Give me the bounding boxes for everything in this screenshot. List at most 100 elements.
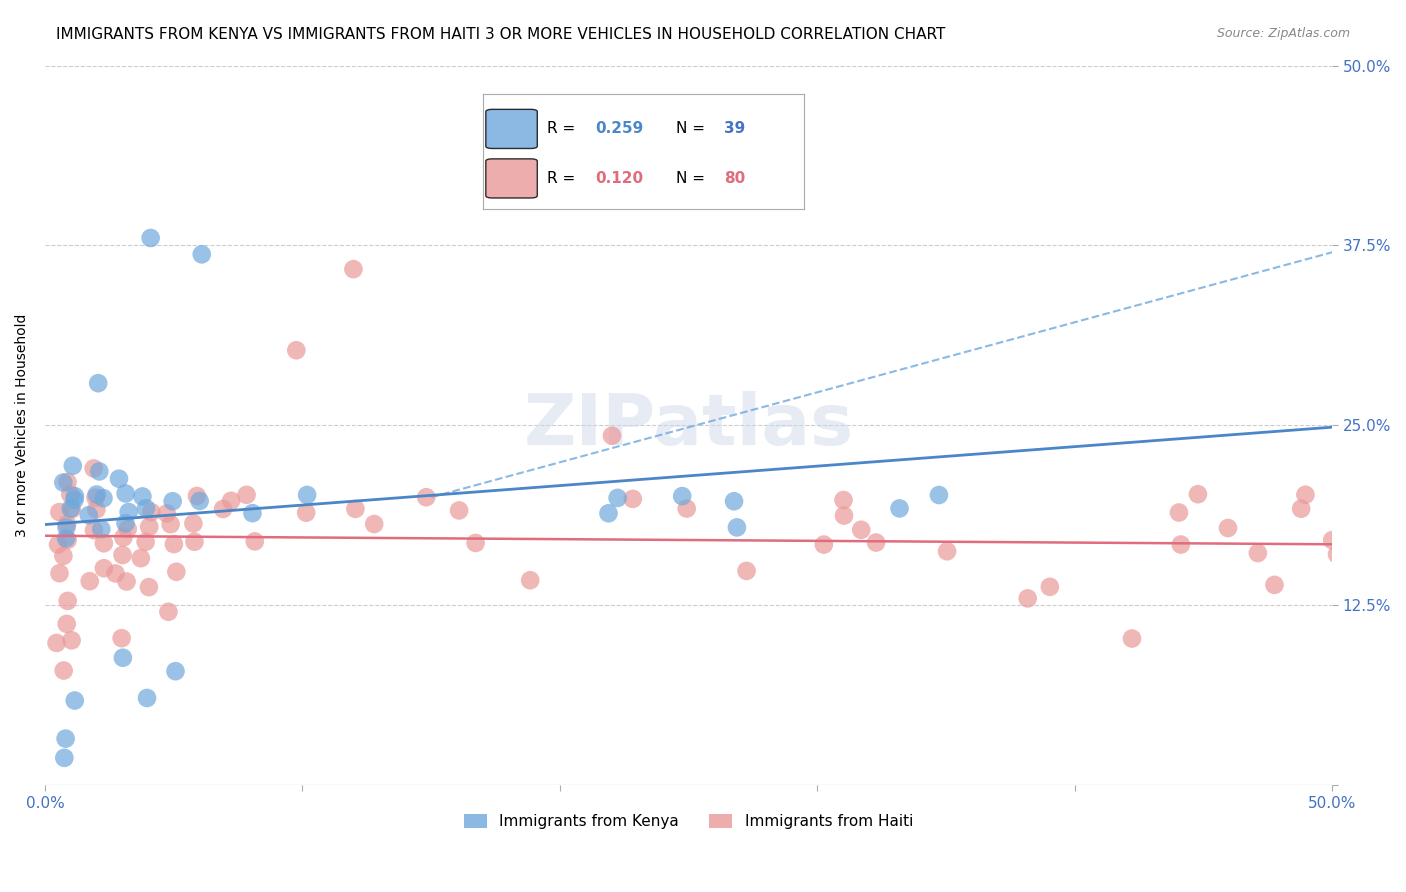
Point — [86, 502, 108, 516]
Point — [832, 493, 855, 508]
Point — [1399, 576, 1406, 591]
Text: IMMIGRANTS FROM KENYA VS IMMIGRANTS FROM HAITI 3 OR MORE VEHICLES IN HOUSEHOLD C: IMMIGRANTS FROM KENYA VS IMMIGRANTS FROM… — [56, 27, 946, 42]
Point — [675, 501, 697, 516]
Point — [464, 536, 486, 550]
Point — [723, 494, 745, 508]
Point — [111, 650, 134, 665]
Y-axis label: 3 or more Vehicles in Household: 3 or more Vehicles in Household — [15, 314, 30, 537]
Point — [212, 502, 235, 516]
Point — [671, 489, 693, 503]
Point — [285, 343, 308, 358]
Point — [93, 491, 115, 506]
Point — [111, 548, 134, 562]
Point — [865, 535, 887, 549]
Point — [1322, 533, 1344, 548]
Point — [63, 489, 86, 503]
Point — [108, 472, 131, 486]
Point — [157, 605, 180, 619]
Point — [56, 475, 79, 489]
Point — [183, 516, 205, 531]
Point — [62, 458, 84, 473]
Point — [1187, 487, 1209, 501]
Point — [1326, 547, 1348, 561]
Point — [63, 492, 86, 507]
Point — [1374, 591, 1396, 606]
Point — [725, 520, 748, 534]
Point — [55, 616, 77, 631]
Point — [813, 537, 835, 551]
Point — [48, 505, 70, 519]
Point — [60, 502, 83, 516]
Point — [77, 508, 100, 523]
Point — [93, 561, 115, 575]
Point — [1247, 546, 1270, 560]
Point — [162, 494, 184, 508]
Point — [59, 501, 82, 516]
Point — [55, 531, 77, 545]
Point — [89, 464, 111, 478]
Point — [242, 506, 264, 520]
Point — [190, 247, 212, 261]
Point — [519, 573, 541, 587]
Point — [59, 487, 82, 501]
Point — [79, 574, 101, 589]
Point — [1351, 563, 1374, 577]
Point — [87, 376, 110, 391]
Point — [928, 488, 950, 502]
Text: ZIPatlas: ZIPatlas — [523, 391, 853, 460]
Point — [851, 523, 873, 537]
Point — [243, 534, 266, 549]
Point — [55, 520, 77, 534]
Point — [56, 594, 79, 608]
Point — [1167, 506, 1189, 520]
Point — [344, 501, 367, 516]
Point — [735, 564, 758, 578]
Point — [84, 491, 107, 505]
Point — [600, 428, 623, 442]
Point — [295, 506, 318, 520]
Point — [606, 491, 628, 505]
Point — [1294, 488, 1316, 502]
Point — [889, 501, 911, 516]
Point — [90, 522, 112, 536]
Point — [141, 505, 163, 519]
Point — [1263, 578, 1285, 592]
Point — [52, 664, 75, 678]
Point — [55, 731, 77, 746]
Point — [48, 566, 70, 581]
Point — [60, 633, 83, 648]
Point — [45, 636, 67, 650]
Point — [139, 231, 162, 245]
Point — [598, 506, 620, 520]
Point — [449, 503, 471, 517]
Point — [52, 475, 75, 490]
Point — [1039, 580, 1062, 594]
Point — [165, 565, 187, 579]
Point — [56, 516, 79, 531]
Point — [114, 516, 136, 531]
Point — [235, 488, 257, 502]
Point — [135, 501, 157, 516]
Point — [131, 490, 153, 504]
Point — [138, 520, 160, 534]
Point — [186, 489, 208, 503]
Point — [56, 533, 79, 547]
Point — [621, 491, 644, 506]
Point — [1170, 538, 1192, 552]
Point — [163, 537, 186, 551]
Point — [53, 751, 76, 765]
Point — [159, 517, 181, 532]
Point — [1121, 632, 1143, 646]
Point — [138, 580, 160, 594]
Point — [93, 536, 115, 550]
Point — [363, 516, 385, 531]
Point — [46, 537, 69, 551]
Legend: Immigrants from Kenya, Immigrants from Haiti: Immigrants from Kenya, Immigrants from H… — [458, 808, 920, 835]
Point — [83, 523, 105, 537]
Point — [1340, 522, 1362, 536]
Point — [936, 544, 959, 558]
Point — [115, 574, 138, 589]
Point — [1216, 521, 1239, 535]
Point — [117, 522, 139, 536]
Point — [342, 262, 364, 277]
